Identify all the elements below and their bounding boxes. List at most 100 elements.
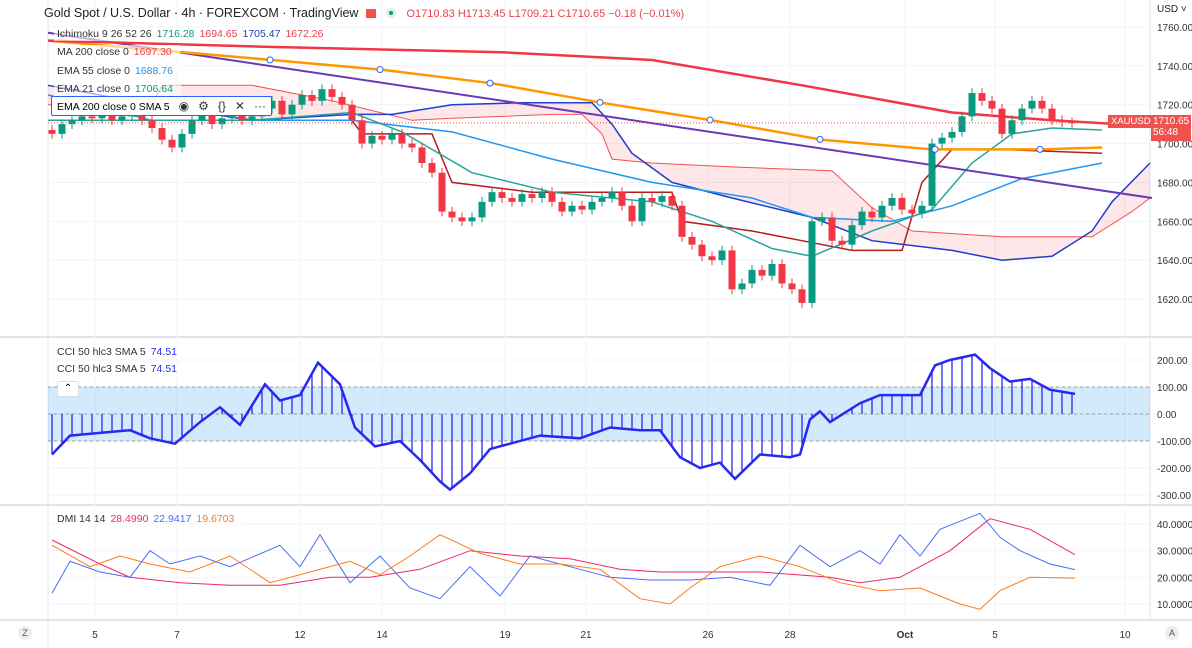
legend-label: CCI 50 hlc3 SMA 5 (57, 346, 146, 358)
candle-body (888, 197, 896, 206)
dmi-tick-label: 30.0000 (1157, 547, 1192, 558)
log-scale-button[interactable]: Z (18, 626, 32, 640)
candle-body (48, 129, 56, 134)
time-tick-label: 5 (92, 630, 98, 641)
legend-ichimoku[interactable]: Ichimoku 9 26 52 26 1716.28 1694.65 1705.47… (54, 27, 332, 41)
candle-body (378, 135, 386, 140)
candle-body (98, 114, 106, 119)
candle-body (328, 89, 336, 97)
cci-line (51, 353, 1076, 492)
legend-value: 1697.30 (133, 46, 172, 58)
legend-label: EMA 21 close 0 (57, 83, 130, 95)
candle-body (248, 116, 256, 121)
bar-countdown: 56:48 (1153, 127, 1179, 138)
candle-body (508, 197, 516, 202)
candle-body (498, 192, 506, 198)
dmi-series-dmi_minus (51, 512, 1076, 600)
time-tick-label: 19 (499, 630, 511, 641)
price-tick-label: 1620.00 (1157, 295, 1192, 306)
symbol-tag: XAUUSD (1108, 115, 1154, 128)
candle-body (278, 100, 286, 115)
time-tick-label: 14 (376, 630, 388, 641)
auto-scale-button[interactable]: A (1165, 626, 1179, 640)
candle-body (848, 225, 856, 245)
close-icon[interactable]: ✕ (234, 99, 245, 113)
collapse-button[interactable]: ⌃ (57, 381, 79, 397)
time-tick-label: 28 (784, 630, 796, 641)
trendline-anchor (596, 98, 604, 106)
market-status-icon (386, 8, 397, 18)
candle-body (978, 93, 986, 101)
price-tick-label: 1760.00 (1157, 23, 1192, 34)
candle-body (318, 89, 326, 101)
price-tick-label: 1700.00 (1157, 140, 1192, 151)
price-tick-label: 1660.00 (1157, 217, 1192, 228)
candle-body (448, 211, 456, 218)
candle-body (878, 205, 886, 218)
candle-body (838, 240, 846, 245)
time-tick-label: Oct (897, 630, 914, 641)
candle-body (528, 194, 536, 198)
trendline-anchor (816, 135, 824, 143)
dmi-series-dmi_plus (51, 518, 1076, 586)
flag-icon[interactable] (366, 9, 377, 18)
legend-ema200-toolbar[interactable]: EMA 200 close 0 SMA 5 ◉ ⚙ {} ✕ ··· (51, 96, 272, 116)
candle-body (88, 116, 96, 119)
candle-body (358, 120, 366, 144)
legend-value: 1705.47 (242, 28, 281, 40)
candle-body (308, 95, 316, 101)
candle-body (1028, 100, 1036, 109)
candle-body (678, 205, 686, 237)
candle-body (608, 192, 616, 198)
candle-body (1008, 120, 1016, 134)
last-price-tag: 1710.65 56:48 (1151, 115, 1191, 141)
candle-body (748, 269, 756, 284)
candle-body (268, 100, 276, 109)
candle-body (298, 95, 306, 105)
candle-body (858, 211, 866, 226)
legend-value: 1694.65 (199, 28, 238, 40)
series-ema55 (47, 94, 1103, 223)
more-icon[interactable]: ··· (253, 99, 266, 113)
candle-body (768, 264, 776, 276)
trendline-anchor (931, 145, 939, 153)
candle-body (418, 147, 426, 164)
candle-body (178, 133, 186, 148)
candle-body (368, 135, 376, 144)
legend-dmi[interactable]: DMI 14 14 28.4990 22.9417 19.6703 (54, 512, 243, 526)
time-tick-label: 12 (294, 630, 306, 641)
gear-icon[interactable]: ⚙ (198, 99, 209, 113)
candle-body (908, 209, 916, 214)
chart-header: Gold Spot / U.S. Dollar · 4h · FOREXCOM … (44, 6, 684, 20)
candle-body (898, 197, 906, 210)
braces-icon[interactable]: {} (217, 99, 226, 113)
legend-value: 1688.76 (134, 65, 173, 77)
trendline-anchor (1036, 145, 1044, 153)
candle-body (808, 221, 816, 303)
legend-value: 74.51 (150, 346, 177, 358)
legend-value: 1672.26 (285, 28, 324, 40)
candle-body (618, 192, 626, 206)
legend-ema55[interactable]: EMA 55 close 0 1688.76 (54, 64, 181, 78)
trendline-anchor (486, 79, 494, 87)
ohlc-values: O1710.83 H1713.45 L1709.21 C1710.65 −0.1… (406, 8, 685, 20)
symbol-title[interactable]: Gold Spot / U.S. Dollar · 4h · FOREXCOM … (44, 6, 359, 20)
candle-body (968, 93, 976, 117)
candle-body (568, 205, 576, 212)
candle-body (538, 192, 546, 198)
legend-cci-a[interactable]: CCI 50 hlc3 SMA 5 74.51 (54, 345, 185, 359)
legend-cci-b[interactable]: CCI 50 hlc3 SMA 5 74.51 (54, 362, 185, 376)
currency-selector[interactable]: USD ˅ (1157, 4, 1187, 15)
candle-body (778, 264, 786, 284)
candle-body (688, 236, 696, 245)
legend-ma200[interactable]: MA 200 close 0 1697.30 (54, 45, 180, 59)
legend-ema21[interactable]: EMA 21 close 0 1706.64 (54, 82, 181, 96)
candle-body (148, 120, 156, 129)
candle-body (918, 205, 926, 214)
candle-body (408, 143, 416, 148)
price-tick-label: 1720.00 (1157, 101, 1192, 112)
time-tick-label: 7 (174, 630, 180, 641)
eye-icon[interactable]: ◉ (178, 99, 190, 113)
candle-body (788, 283, 796, 290)
